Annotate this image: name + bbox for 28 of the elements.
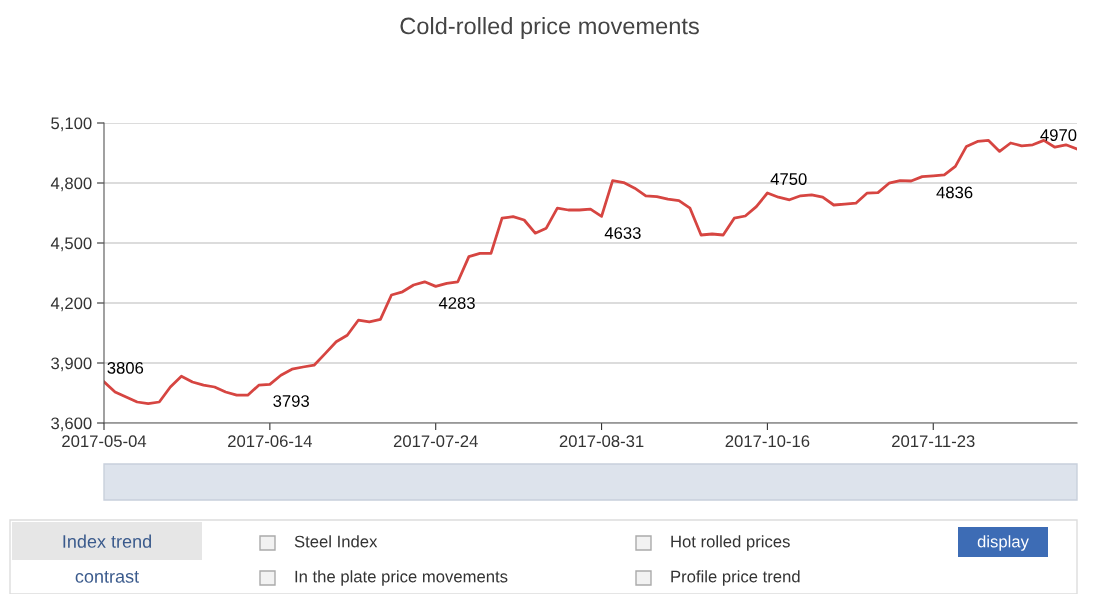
x-tick-label: 2017-11-23 bbox=[892, 435, 975, 448]
text: display bbox=[977, 535, 1029, 551]
annotation: 3806 bbox=[107, 361, 144, 374]
text: Index trend bbox=[63, 534, 152, 548]
text: In the plate price movements bbox=[295, 570, 508, 586]
y-tick-label: 5,100 bbox=[51, 117, 92, 132]
annotation: 4970 bbox=[1040, 129, 1077, 141]
x-tick-label: 2017-07-24 bbox=[393, 435, 478, 448]
annotation: 4750 bbox=[770, 173, 807, 185]
y-tick-label: 3,900 bbox=[51, 357, 92, 372]
x-tick-label: 2017-06-14 bbox=[228, 435, 312, 448]
y-tick-label: 4,800 bbox=[50, 177, 92, 192]
chart-title: Cold-rolled price movements bbox=[400, 17, 699, 40]
annotation: 3793 bbox=[273, 395, 309, 407]
annotation: 4836 bbox=[936, 186, 973, 199]
x-tick-label: 2017-08-31 bbox=[559, 435, 644, 448]
x-tick-label: 2017-10-16 bbox=[725, 435, 810, 448]
text: Profile price trend bbox=[671, 570, 800, 586]
line-series bbox=[104, 139, 1077, 405]
y-tick-label: 3,600 bbox=[51, 417, 92, 432]
annotation: 4633 bbox=[604, 227, 641, 239]
y-tick-label: 4,200 bbox=[50, 297, 92, 312]
annotation: 4283 bbox=[438, 297, 475, 309]
text: Hot rolled prices bbox=[671, 535, 790, 551]
x-tick-label: 2017-05-04 bbox=[62, 435, 147, 448]
text: Steel Index bbox=[294, 535, 378, 548]
text: contrast bbox=[75, 571, 139, 583]
y-tick-label: 4,500 bbox=[50, 237, 92, 252]
